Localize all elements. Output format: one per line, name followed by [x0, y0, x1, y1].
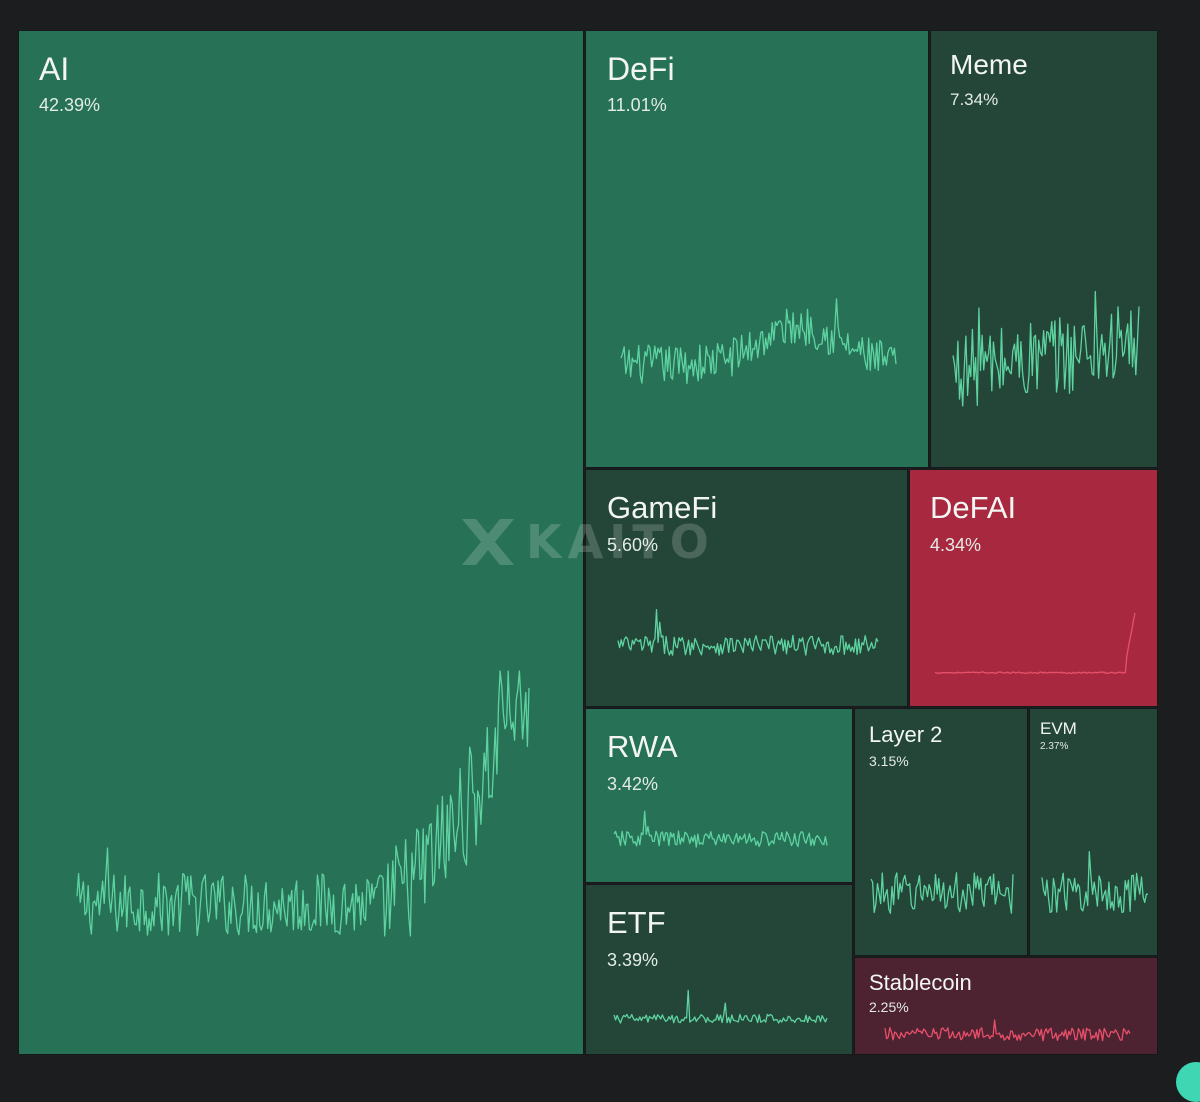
tile-evm-sparkline	[1041, 851, 1149, 914]
tile-etf-name: ETF	[607, 905, 666, 940]
tile-ai-name: AI	[39, 51, 70, 87]
tile-etf-sparkline	[613, 989, 828, 1024]
tile-defai-sparkline	[934, 612, 1136, 674]
tile-defai-sparkline-path	[934, 612, 1136, 674]
tile-evm-share: 2.37%	[1040, 741, 1069, 752]
tile-etf-sparkline-path	[613, 989, 828, 1024]
tile-stablecoin-share: 2.25%	[869, 999, 909, 1015]
tile-defi-sparkline	[620, 298, 897, 385]
tile-stablecoin-sparkline	[884, 1019, 1131, 1042]
tile-meme[interactable]: Meme 7.34%	[930, 30, 1158, 468]
tile-layer2[interactable]: Layer 2 3.15%	[854, 708, 1028, 956]
tile-ai-sparkline-path	[76, 670, 530, 937]
tile-meme-sparkline-path	[952, 290, 1140, 407]
tile-gamefi[interactable]: GameFi 5.60%	[585, 469, 908, 707]
tile-stablecoin-sparkline-path	[884, 1019, 1131, 1042]
tile-ai-sparkline	[76, 670, 530, 937]
tile-gamefi-sparkline	[617, 609, 879, 656]
tile-rwa-sparkline	[613, 810, 828, 848]
tile-ai[interactable]: AI 42.39%	[18, 30, 584, 1055]
tile-stablecoin-name: Stablecoin	[869, 970, 972, 995]
tile-rwa-sparkline-path	[613, 810, 828, 848]
tile-defi-name: DeFi	[607, 51, 675, 87]
tile-meme-share: 7.34%	[950, 90, 999, 109]
tile-rwa[interactable]: RWA 3.42%	[585, 708, 853, 883]
tile-layer2-sparkline	[870, 872, 1014, 914]
tile-ai-share: 42.39%	[39, 95, 101, 115]
tile-defai-name: DeFAI	[930, 490, 1017, 525]
tile-meme-name: Meme	[950, 49, 1028, 80]
tile-gamefi-share: 5.60%	[607, 535, 659, 555]
tile-defai[interactable]: DeFAI 4.34%	[909, 469, 1158, 707]
tile-evm-sparkline-path	[1041, 851, 1149, 914]
tile-rwa-share: 3.42%	[607, 774, 659, 794]
tile-defai-share: 4.34%	[930, 535, 982, 555]
tile-evm-name: EVM	[1040, 719, 1077, 738]
tile-layer2-name: Layer 2	[869, 722, 943, 747]
tile-layer2-sparkline-path	[870, 872, 1014, 914]
tile-gamefi-name: GameFi	[607, 490, 718, 525]
tile-defi[interactable]: DeFi 11.01%	[585, 30, 929, 468]
tile-defi-share: 11.01%	[607, 95, 667, 115]
tile-defi-sparkline-path	[620, 298, 897, 385]
tile-evm[interactable]: EVM 2.37%	[1029, 708, 1158, 956]
tile-stablecoin[interactable]: Stablecoin 2.25%	[854, 957, 1158, 1055]
tile-gamefi-sparkline-path	[617, 609, 879, 656]
tile-etf-share: 3.39%	[607, 950, 659, 970]
tile-layer2-share: 3.15%	[869, 753, 909, 769]
tile-meme-sparkline	[952, 290, 1140, 407]
treemap: AI 42.39% DeFi 11.01% Meme 7.34% GameFi 5.60% De…	[18, 30, 1158, 1055]
tile-rwa-name: RWA	[607, 729, 678, 764]
tile-etf[interactable]: ETF 3.39%	[585, 884, 853, 1055]
